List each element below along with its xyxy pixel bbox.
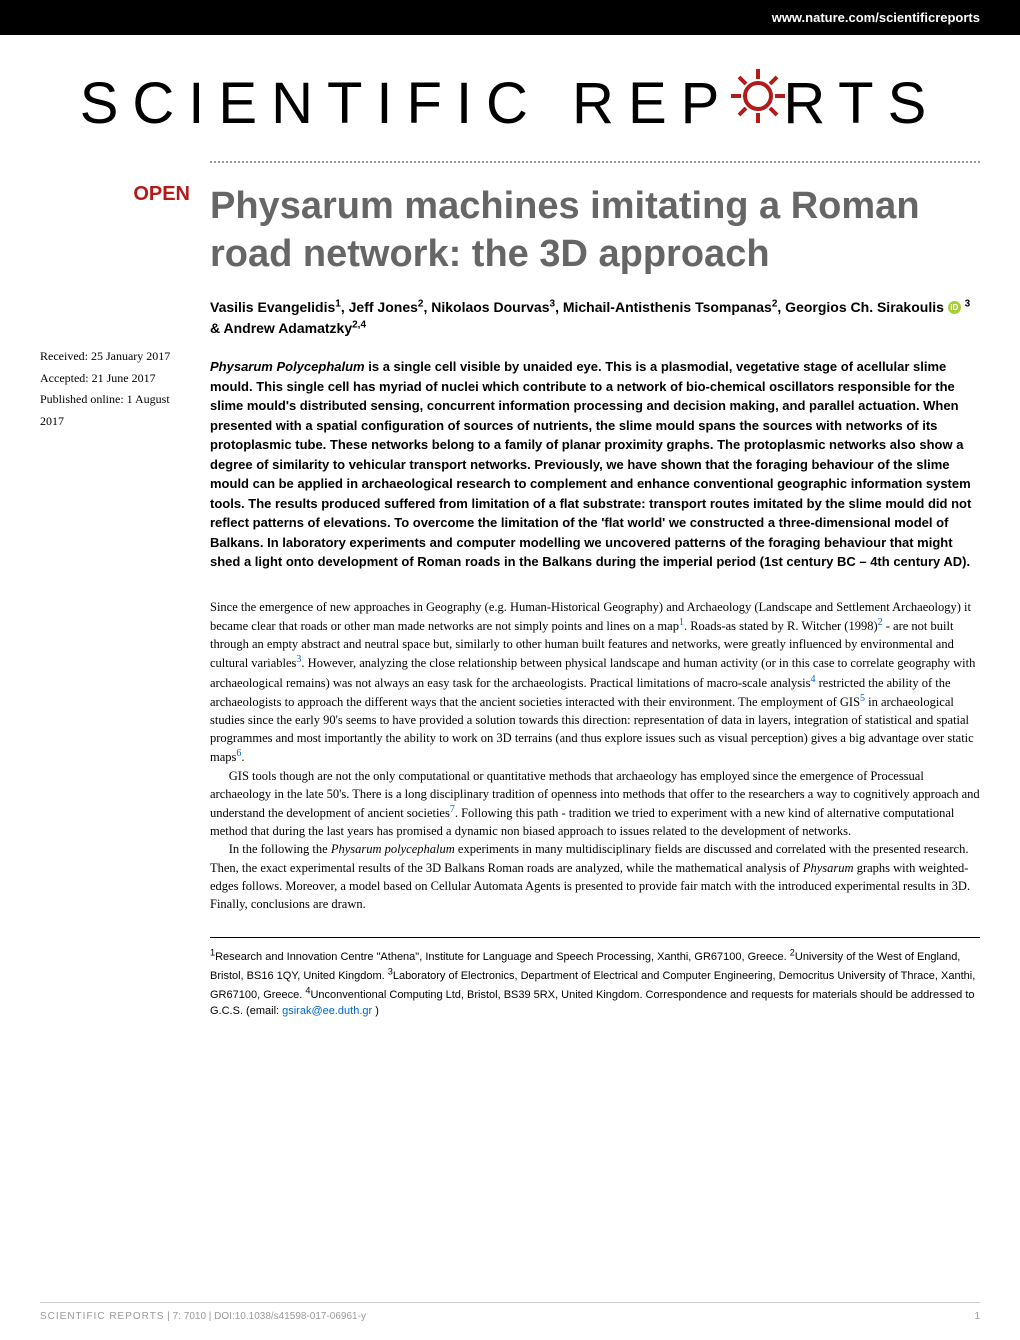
logo-text-part1: SCIENTIFIC REP [80,70,734,137]
body-paragraph-3: In the following the Physarum polycephal… [210,840,980,913]
authors-main: Vasilis Evangelidis1, Jeff Jones2, Nikol… [210,299,944,315]
affiliations-tail: ) [375,1005,379,1017]
body-paragraph-1: Since the emergence of new approaches in… [210,598,980,767]
content-wrapper: OPEN Received: 25 January 2017 Accepted:… [0,163,1020,1020]
page-footer: SCIENTIFIC REPORTS | 7: 7010 | DOI:10.10… [40,1302,980,1322]
article-title: Physarum machines imitating a Roman road… [210,183,980,278]
footer-citation: SCIENTIFIC REPORTS | 7: 7010 | DOI:10.10… [40,1311,366,1322]
main-content: Physarum machines imitating a Roman road… [210,183,980,1020]
received-date: Received: 25 January 2017 [40,346,190,368]
authors-list: Vasilis Evangelidis1, Jeff Jones2, Nikol… [210,296,980,339]
gear-icon [727,65,789,141]
logo-text-part2: RTS [783,70,940,137]
abstract: Physarum Polycephalum is a single cell v… [210,357,980,572]
corresponding-email[interactable]: gsirak@ee.duth.gr [282,1005,372,1017]
journal-logo: SCIENTIFIC REP RTS [0,35,1020,151]
accepted-date: Accepted: 21 June 2017 [40,368,190,390]
header-bar: www.nature.com/scientificreports [0,0,1020,35]
article-dates: Received: 25 January 2017 Accepted: 21 J… [40,346,190,432]
body-paragraph-2: GIS tools though are not the only comput… [210,767,980,841]
header-url[interactable]: www.nature.com/scientificreports [772,10,980,25]
footer-doi: | 7: 7010 | DOI:10.1038/s41598-017-06961… [167,1311,366,1322]
page-number: 1 [974,1311,980,1322]
body-text: Since the emergence of new approaches in… [210,598,980,913]
published-date: Published online: 1 August 2017 [40,389,190,432]
sidebar: OPEN Received: 25 January 2017 Accepted:… [40,183,210,1020]
footer-journal-name: SCIENTIFIC REPORTS [40,1311,165,1322]
orcid-icon[interactable] [948,301,961,314]
affiliations: 1Research and Innovation Centre "Athena"… [210,937,980,1020]
journal-logo-text: SCIENTIFIC REP RTS [80,65,941,141]
open-access-badge: OPEN [40,183,190,206]
